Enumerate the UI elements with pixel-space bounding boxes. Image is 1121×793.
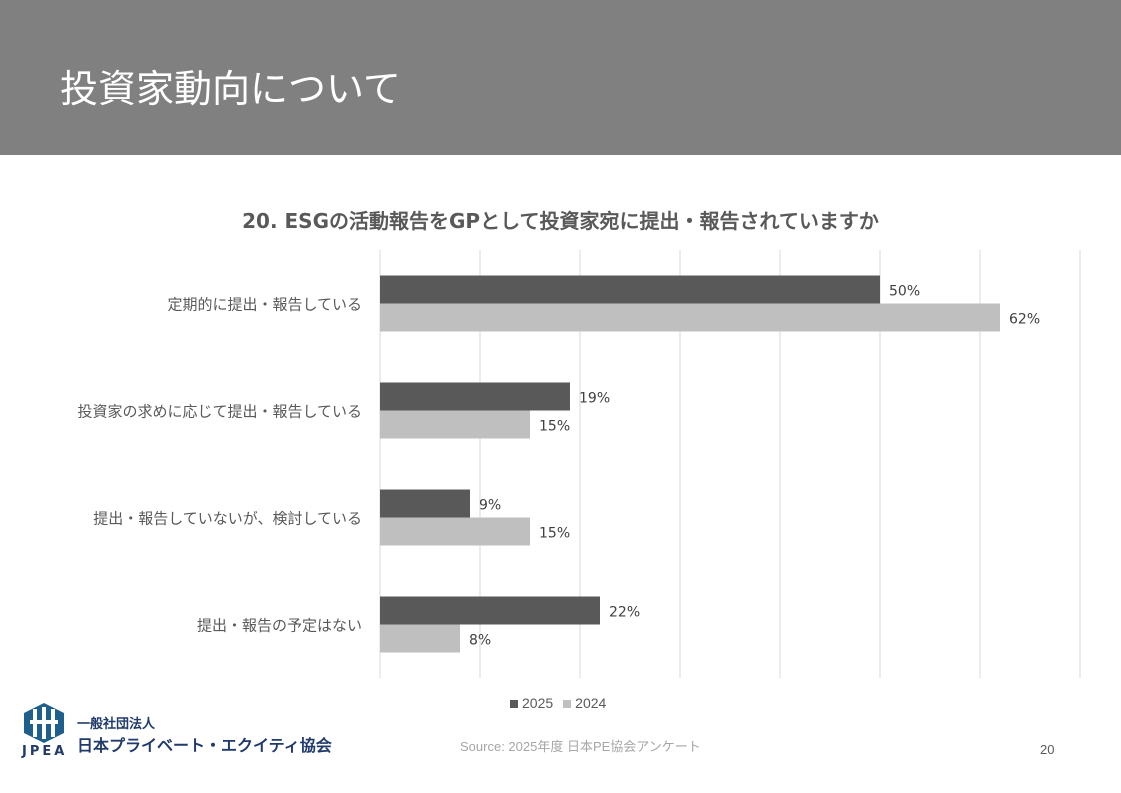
bar-2024 [380, 410, 530, 439]
data-label: 9% [479, 498, 501, 514]
category-label: 提出・報告していないが、検討している [93, 510, 362, 528]
bar-2024 [380, 624, 460, 653]
legend-label: 2025 [522, 695, 554, 711]
bar-2024 [380, 303, 1000, 332]
org-type: 一般社団法人 [77, 717, 156, 732]
bar-2025 [380, 596, 600, 625]
chart-title: 20. ESGの活動報告をGPとして投資家宛に提出・報告されていますか [242, 209, 879, 233]
page-number: 20 [1040, 742, 1055, 757]
bar-2025 [380, 382, 570, 411]
category-label: 投資家の求めに応じて提出・報告している [77, 403, 362, 421]
bar-2024 [380, 517, 530, 546]
data-label: 8% [469, 633, 491, 649]
logo-text: JPEA [22, 744, 68, 759]
legend-label: 2024 [575, 695, 607, 711]
data-label: 50% [889, 284, 920, 300]
legend-item-2024: 2024 [563, 695, 606, 711]
legend: 2025 2024 [510, 695, 606, 711]
org-name: 日本プライベート・エクイティ協会 [77, 736, 332, 755]
category-label: 提出・報告の予定はない [197, 617, 362, 635]
data-label: 19% [579, 391, 610, 407]
bar-2025 [380, 275, 880, 304]
header-banner: 投資家動向について [0, 0, 1121, 155]
bar-2025 [380, 489, 470, 518]
page-title: 投資家動向について [60, 67, 401, 111]
source-note: Source: 2025年度 日本PE協会アンケート [460, 739, 701, 754]
data-label: 15% [539, 526, 570, 542]
data-label: 22% [609, 605, 640, 621]
jpea-logo-icon [24, 703, 64, 743]
category-label: 定期的に提出・報告している [167, 296, 362, 314]
data-label: 62% [1009, 312, 1040, 328]
legend-item-2025: 2025 [510, 695, 553, 711]
data-label: 15% [539, 419, 570, 435]
